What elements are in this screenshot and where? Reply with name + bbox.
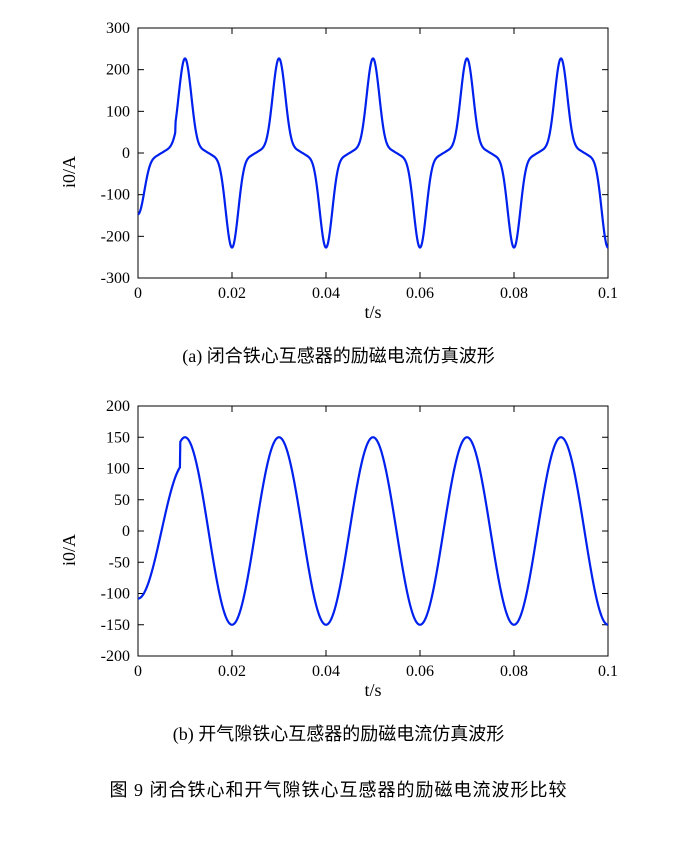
svg-text:0.02: 0.02 xyxy=(218,285,246,302)
svg-text:50: 50 xyxy=(114,492,130,509)
svg-text:300: 300 xyxy=(106,20,130,37)
svg-text:0.08: 0.08 xyxy=(500,663,528,680)
svg-text:150: 150 xyxy=(106,429,130,446)
svg-text:-50: -50 xyxy=(109,554,130,571)
svg-text:0: 0 xyxy=(122,145,130,162)
svg-text:-150: -150 xyxy=(101,617,130,634)
svg-text:-100: -100 xyxy=(101,187,130,204)
svg-text:0: 0 xyxy=(134,663,142,680)
svg-text:0.04: 0.04 xyxy=(312,663,340,680)
svg-text:0.1: 0.1 xyxy=(598,285,618,302)
chart-b-ylabel: i0/A xyxy=(59,534,80,566)
svg-text:0.08: 0.08 xyxy=(500,285,528,302)
chart-b-wrap: i0/A -200 -150 -100 -50 0 50 100 150 200 0 0.02 0.0… xyxy=(20,398,657,702)
svg-text:200: 200 xyxy=(106,62,130,79)
svg-text:-300: -300 xyxy=(101,270,130,287)
figure-caption: 图 9 闭合铁心和开气隙铁心互感器的励磁电流波形比较 xyxy=(20,776,657,802)
svg-text:-200: -200 xyxy=(101,648,130,665)
svg-text:100: 100 xyxy=(106,103,130,120)
svg-text:-100: -100 xyxy=(101,586,130,603)
chart-a-svg: -300 -200 -100 0 100 200 300 0 0.02 0.04 0.06 0.08 0… xyxy=(84,20,618,324)
chart-a-wrap: i0/A -300 -200 -100 0 100 200 300 0 0.02 0.04 0.06… xyxy=(20,20,657,324)
svg-text:0.06: 0.06 xyxy=(406,663,434,680)
chart-a-ylabel: i0/A xyxy=(59,156,80,188)
chart-b-svg: -200 -150 -100 -50 0 50 100 150 200 0 0.02 0.04 0.06… xyxy=(84,398,618,702)
svg-text:t/s: t/s xyxy=(364,680,381,700)
svg-text:t/s: t/s xyxy=(364,302,381,322)
svg-text:0: 0 xyxy=(122,523,130,540)
svg-text:0.1: 0.1 xyxy=(598,663,618,680)
svg-text:0: 0 xyxy=(134,285,142,302)
svg-text:-200: -200 xyxy=(101,228,130,245)
svg-text:200: 200 xyxy=(106,398,130,415)
svg-text:0.06: 0.06 xyxy=(406,285,434,302)
caption-a: (a) 闭合铁心互感器的励磁电流仿真波形 xyxy=(20,342,657,368)
svg-text:100: 100 xyxy=(106,461,130,478)
svg-text:0.02: 0.02 xyxy=(218,663,246,680)
caption-b: (b) 开气隙铁心互感器的励磁电流仿真波形 xyxy=(20,720,657,746)
svg-text:0.04: 0.04 xyxy=(312,285,340,302)
